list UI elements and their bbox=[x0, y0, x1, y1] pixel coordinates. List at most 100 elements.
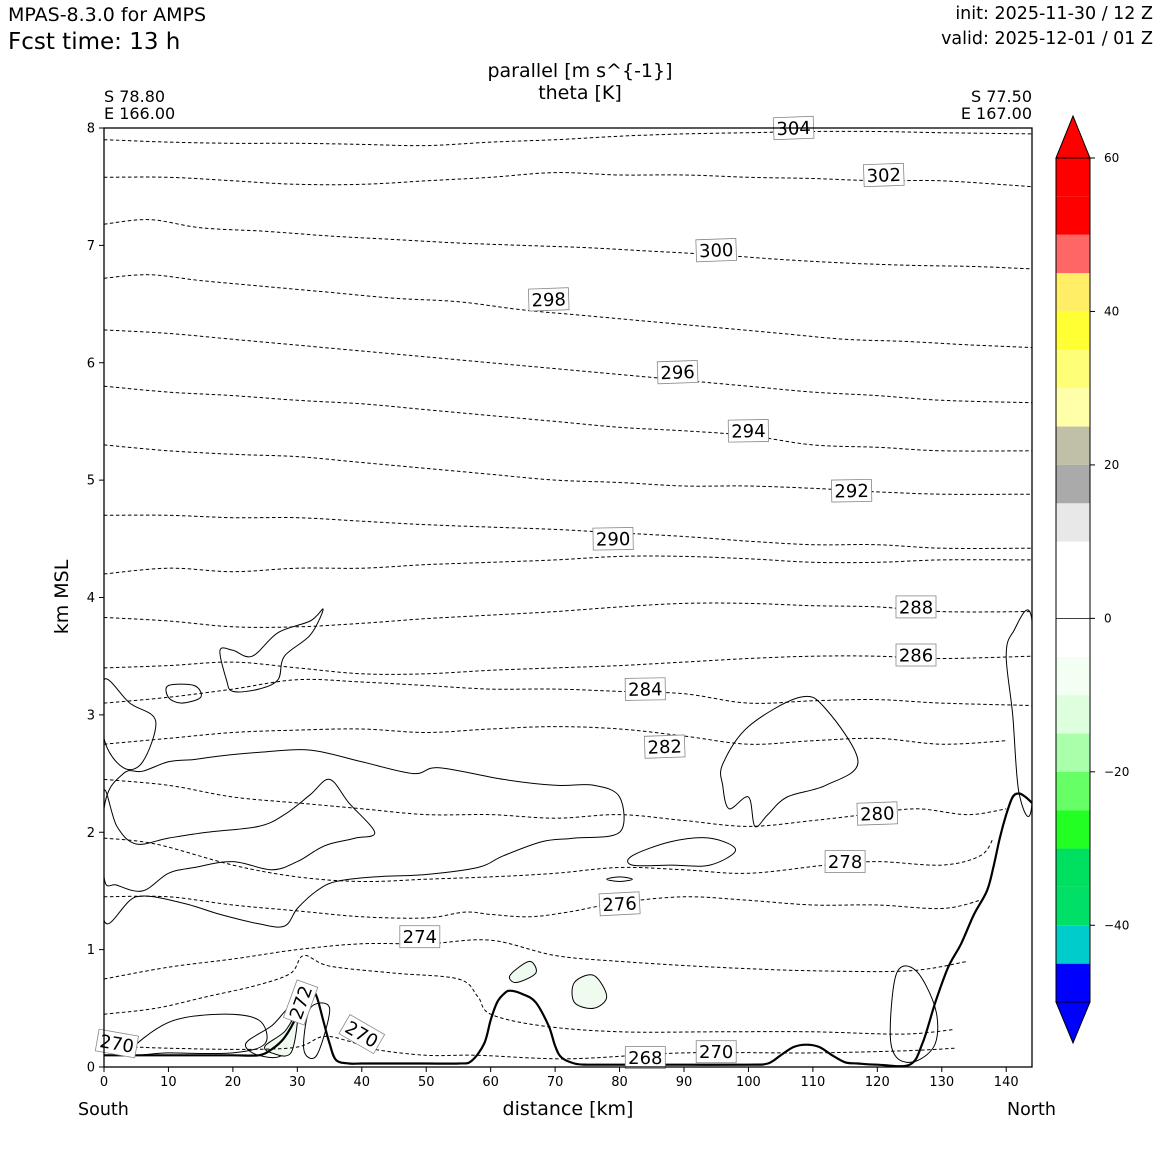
theta-label-box bbox=[656, 359, 699, 385]
theta-label-box bbox=[399, 925, 441, 949]
theta-label-274: 274 bbox=[399, 925, 441, 949]
theta-contour-282 bbox=[104, 726, 1007, 745]
colorbar-segment bbox=[1056, 464, 1090, 504]
wind-contour-negative bbox=[264, 1013, 299, 1057]
x-tick-label: 120 bbox=[865, 1075, 890, 1090]
theta-label-270: 270 bbox=[695, 1040, 737, 1063]
theta-label-text: 292 bbox=[834, 481, 869, 503]
theta-label-text: 270 bbox=[699, 1042, 733, 1063]
theta-label-294: 294 bbox=[727, 419, 769, 443]
theta-label-text: 276 bbox=[602, 893, 637, 916]
theta-contour-286 bbox=[104, 655, 1032, 675]
theta-label-278: 278 bbox=[824, 850, 866, 873]
theta-label-box bbox=[527, 287, 570, 312]
theta-contour-labels: 304 302 300 298 296 294 292 290 288 286 284 282 280 2… bbox=[94, 115, 937, 1069]
theta-label-text: 268 bbox=[628, 1048, 662, 1069]
valid-time: valid: 2025-12-01 / 01 Z bbox=[941, 29, 1153, 49]
theta-label-272: 272 bbox=[282, 979, 319, 1026]
theta-label-text: 282 bbox=[647, 737, 682, 759]
colorbar-tick-label: 20 bbox=[1104, 458, 1119, 472]
theta-label-text: 280 bbox=[860, 803, 895, 825]
colorbar-tick-label: 60 bbox=[1104, 151, 1119, 165]
wind-contour-positive bbox=[129, 1013, 268, 1056]
chart-title-theta: theta [K] bbox=[538, 82, 622, 104]
x-tick-label: 80 bbox=[611, 1075, 628, 1090]
wind-contour-negative bbox=[508, 960, 537, 984]
theta-label-box bbox=[624, 1046, 666, 1069]
wind-contour-positive bbox=[627, 837, 737, 867]
colorbar-extend-min bbox=[1055, 1001, 1091, 1045]
wind-contour-positive bbox=[104, 678, 157, 771]
theta-label-text: 294 bbox=[731, 421, 766, 443]
theta-label-text: 304 bbox=[776, 118, 811, 140]
colorbar-segment bbox=[1056, 541, 1090, 580]
theta-label-box bbox=[831, 478, 873, 503]
theta-label-286: 286 bbox=[895, 643, 937, 667]
x-tick-label: 50 bbox=[418, 1075, 435, 1090]
wind-contour-positive bbox=[889, 965, 939, 1063]
x-tick-label: 30 bbox=[289, 1075, 306, 1090]
wind-contour-positive bbox=[1005, 609, 1032, 818]
init-time: init: 2025-11-30 / 12 Z bbox=[955, 4, 1153, 24]
theta-contour-276 bbox=[104, 895, 981, 919]
wind-contour-positive bbox=[165, 683, 202, 704]
y-tick-label: 6 bbox=[87, 356, 95, 371]
colorbar-segment bbox=[1056, 925, 1090, 964]
theta-contour-300 bbox=[104, 274, 1032, 348]
x-tick-label: 100 bbox=[736, 1075, 761, 1090]
theta-contour-278 bbox=[104, 837, 994, 883]
theta-contour-280 bbox=[104, 778, 1007, 827]
forecast-time: Fcst time: 13 h bbox=[8, 29, 181, 55]
theta-label-text: 296 bbox=[660, 362, 695, 384]
colorbar-tick-label: −20 bbox=[1104, 765, 1129, 779]
y-tick-label: 4 bbox=[87, 591, 95, 606]
y-tick-label: 0 bbox=[87, 1061, 95, 1076]
y-tick-label: 3 bbox=[87, 708, 95, 723]
theta-label-box bbox=[282, 979, 319, 1026]
x-tick-label: 20 bbox=[225, 1075, 242, 1090]
theta-label-box bbox=[598, 891, 641, 917]
end-longitude: E 167.00 bbox=[960, 104, 1032, 123]
end-point-coords: S 77.50 E 167.00 bbox=[961, 88, 1032, 122]
start-latitude: S 78.80 bbox=[104, 87, 166, 106]
south-end-label: South bbox=[78, 1100, 129, 1120]
theta-label-box bbox=[863, 162, 905, 188]
theta-contour-306 bbox=[104, 130, 1032, 147]
x-axis-label: distance [km] bbox=[502, 1098, 634, 1120]
x-tick-label: 60 bbox=[482, 1075, 499, 1090]
colorbar-tick-label: 40 bbox=[1104, 304, 1119, 318]
wind-contour-positive bbox=[720, 695, 859, 828]
colorbar-segment bbox=[1056, 963, 1090, 1002]
theta-label-302: 302 bbox=[863, 162, 905, 188]
y-axis-ticks: 0 1 2 3 4 5 6 7 8 bbox=[87, 122, 104, 1076]
theta-contour-304 bbox=[104, 172, 1032, 188]
colorbar-segment bbox=[1056, 349, 1090, 389]
terrain-line bbox=[104, 792, 1032, 1067]
colorbar-segment bbox=[1056, 388, 1090, 427]
colorbar-segment bbox=[1056, 848, 1090, 887]
theta-label-box bbox=[895, 595, 937, 619]
start-longitude: E 166.00 bbox=[104, 104, 176, 123]
y-tick-label: 1 bbox=[87, 943, 95, 958]
terrain-profile bbox=[104, 792, 1032, 1067]
theta-label-288: 288 bbox=[895, 595, 937, 619]
colorbar-segment bbox=[1056, 311, 1090, 350]
theta-label-text: 300 bbox=[699, 240, 734, 262]
theta-contour-284 bbox=[104, 678, 1032, 706]
colorbar-tick-label: −40 bbox=[1104, 918, 1129, 932]
colorbar-segment bbox=[1056, 158, 1090, 197]
x-tick-label: 70 bbox=[547, 1075, 564, 1090]
x-tick-label: 10 bbox=[160, 1075, 177, 1090]
theta-label-box bbox=[695, 237, 737, 263]
theta-contour-288 bbox=[104, 602, 1032, 628]
theta-label-270: 270 bbox=[338, 1014, 386, 1055]
x-tick-label: 110 bbox=[800, 1075, 825, 1090]
x-tick-label: 90 bbox=[676, 1075, 693, 1090]
theta-label-text: 302 bbox=[866, 165, 901, 187]
theta-label-text: 272 bbox=[286, 983, 317, 1022]
wind-contour-positive bbox=[219, 608, 324, 693]
theta-contour-290 bbox=[104, 555, 1032, 575]
theta-contour-294 bbox=[104, 444, 1032, 495]
chart-title-wind: parallel [m s^{-1}] bbox=[487, 60, 673, 82]
